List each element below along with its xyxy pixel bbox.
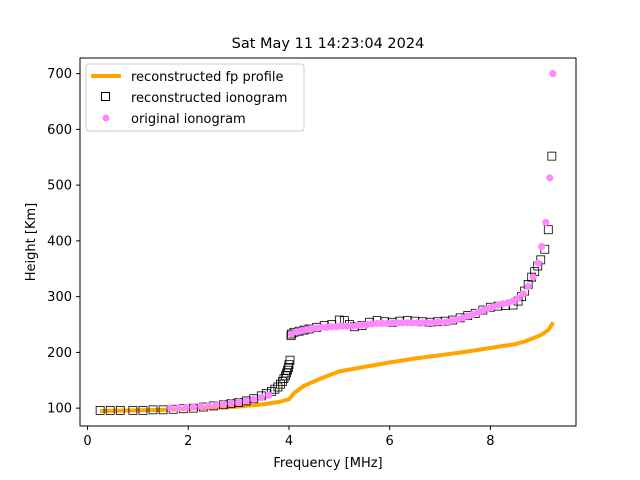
original-ionogram-point: [373, 319, 381, 328]
original-ionogram-point: [423, 319, 432, 327]
legend-swatch-original-ionogram: [102, 114, 110, 122]
reconstructed-ionogram-point: [105, 405, 115, 415]
x-tick-label: 0: [83, 434, 91, 449]
reconstructed-ionogram-point: [284, 363, 293, 372]
original-ionogram-point: [418, 319, 427, 327]
original-ionogram-point: [197, 402, 205, 411]
original-ionogram-point: [529, 273, 537, 281]
axes-frame: [79, 57, 577, 427]
original-ionogram-point: [174, 404, 182, 412]
original-ionogram-point: [534, 259, 542, 267]
x-tick-label: 4: [285, 434, 293, 449]
legend-label-reconstructed-ionogram: reconstructed ionogram: [131, 91, 287, 106]
original-ionogram-point: [546, 174, 554, 182]
original-ionogram-point: [388, 319, 396, 327]
original-ionogram-point: [227, 399, 235, 407]
y-tick-label: 500: [47, 179, 72, 194]
original-ionogram-point: [542, 218, 550, 227]
reconstructed-ionogram-point: [285, 355, 295, 365]
y-tick-label: 300: [47, 290, 72, 305]
original-ionogram-point: [257, 393, 265, 402]
legend: reconstructed fp profile reconstructed i…: [85, 63, 305, 132]
y-tick-label: 400: [47, 234, 72, 249]
legend-label-original-ionogram: original ionogram: [131, 112, 246, 127]
x-tick-label: 2: [184, 434, 192, 449]
original-ionogram-point: [328, 323, 336, 331]
original-ionogram-point: [250, 395, 258, 403]
original-ionogram-point: [212, 401, 220, 409]
original-ionogram-point: [524, 283, 532, 291]
original-ionogram-point: [519, 290, 527, 298]
original-ionogram-point: [433, 318, 442, 326]
reconstructed-ionogram-point: [148, 405, 158, 415]
legend-label-fp-profile: reconstructed fp profile: [131, 70, 284, 85]
reconstructed-ionogram-point: [270, 384, 280, 394]
reconstructed-ionogram-point: [276, 379, 285, 389]
x-axis-label: Frequency [MHz]: [273, 456, 382, 471]
reconstructed-ionogram-point: [241, 396, 251, 406]
reconstructed-ionogram-point: [547, 151, 557, 161]
plot-area: [95, 70, 557, 415]
axes: 0 2 4 6 8 100 200 300 400 500 600 700: [47, 57, 577, 449]
reconstructed-ionogram-point: [128, 405, 138, 415]
original-ionogram-point: [413, 319, 421, 327]
original-ionogram-point: [204, 402, 213, 410]
reconstructed-ionogram-point: [95, 405, 105, 415]
original-ionogram-point: [242, 397, 250, 405]
reconstructed-ionogram-point: [543, 225, 553, 235]
original-ionogram-point: [393, 319, 401, 327]
original-ionogram-point: [235, 398, 243, 406]
original-ionogram-point: [398, 319, 406, 327]
original-ionogram-point: [338, 322, 346, 330]
original-ionogram-point: [403, 319, 411, 327]
y-tick-label: 200: [47, 346, 72, 361]
original-ionogram-point: [182, 404, 190, 412]
reconstructed-ionogram-point: [284, 360, 294, 370]
original-ionogram-point: [265, 391, 273, 399]
chart-title: Sat May 11 14:23:04 2024: [232, 36, 425, 52]
reconstructed-ionogram-point: [273, 382, 283, 392]
original-ionogram-point: [318, 323, 326, 331]
x-tick-label: 6: [386, 434, 394, 449]
original-ionogram-point: [189, 403, 197, 411]
original-ionogram-point: [549, 70, 557, 78]
original-ionogram-point: [167, 404, 175, 412]
original-ionogram-point: [408, 319, 416, 327]
reconstructed-ionogram-point: [283, 365, 292, 375]
original-ionogram-point: [538, 242, 546, 251]
x-tick-label: 8: [486, 434, 494, 449]
original-ionogram-point: [378, 319, 386, 328]
original-ionogram-point: [343, 322, 351, 330]
y-tick-label: 600: [47, 123, 72, 138]
y-tick-label: 100: [47, 402, 72, 417]
y-tick-label: 700: [47, 67, 72, 82]
reconstructed-ionogram-point: [158, 405, 168, 415]
reconstructed-ionogram-point: [138, 405, 148, 415]
original-ionogram-point: [219, 400, 228, 408]
legend-swatch-reconstructed-ionogram: [101, 92, 110, 101]
reconstructed-ionogram-point: [115, 405, 125, 415]
original-ionogram-point: [514, 294, 522, 302]
legend-frame: [85, 63, 305, 132]
y-axis-label: Height [Km]: [24, 203, 39, 281]
